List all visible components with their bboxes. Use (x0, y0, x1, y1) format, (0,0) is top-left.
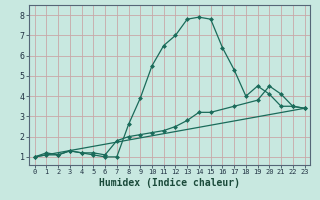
X-axis label: Humidex (Indice chaleur): Humidex (Indice chaleur) (99, 178, 240, 188)
